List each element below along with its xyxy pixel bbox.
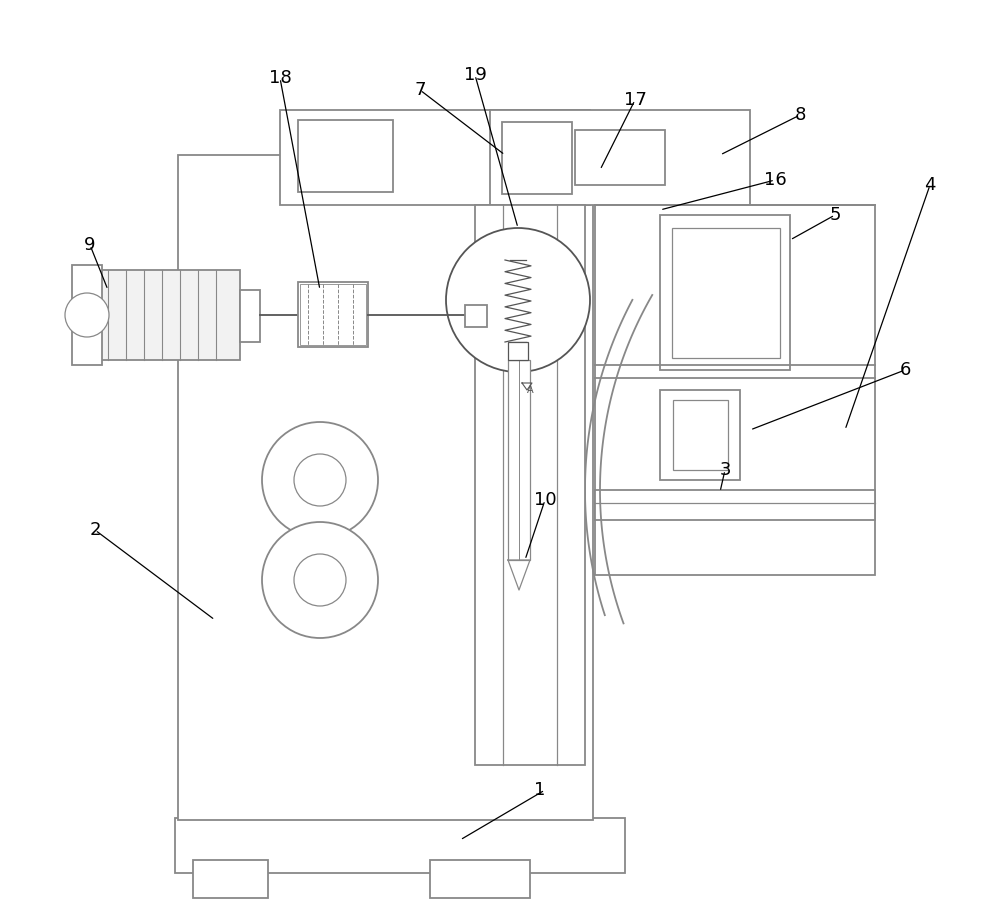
Bar bbox=[298, 282, 368, 347]
Text: 8: 8 bbox=[794, 106, 806, 124]
Bar bbox=[430, 860, 530, 898]
Text: A: A bbox=[527, 385, 533, 395]
Text: 9: 9 bbox=[84, 236, 96, 254]
Bar bbox=[240, 290, 260, 342]
Bar bbox=[300, 284, 366, 345]
Text: 2: 2 bbox=[89, 521, 101, 539]
Bar bbox=[175, 818, 625, 873]
Bar bbox=[595, 205, 875, 575]
Text: 1: 1 bbox=[534, 781, 546, 799]
Bar bbox=[595, 490, 875, 520]
Text: 17: 17 bbox=[624, 91, 646, 109]
Bar bbox=[660, 390, 740, 480]
Circle shape bbox=[446, 228, 590, 372]
Text: 18: 18 bbox=[269, 69, 291, 87]
Text: 4: 4 bbox=[924, 176, 936, 194]
Bar bbox=[298, 120, 393, 192]
Text: 19: 19 bbox=[464, 66, 486, 84]
Bar bbox=[280, 110, 590, 205]
Circle shape bbox=[294, 554, 346, 606]
Circle shape bbox=[294, 454, 346, 506]
Bar bbox=[673, 400, 728, 470]
Bar bbox=[660, 215, 790, 370]
Bar bbox=[465, 305, 487, 327]
Bar bbox=[575, 130, 665, 185]
Text: 3: 3 bbox=[719, 461, 731, 479]
Bar bbox=[672, 228, 780, 358]
Bar bbox=[508, 342, 528, 360]
Text: 7: 7 bbox=[414, 81, 426, 99]
Circle shape bbox=[262, 422, 378, 538]
Circle shape bbox=[262, 522, 378, 638]
Text: 5: 5 bbox=[829, 206, 841, 224]
Bar bbox=[193, 860, 268, 898]
Bar bbox=[475, 205, 585, 765]
Bar bbox=[490, 110, 750, 205]
Bar bbox=[178, 155, 593, 820]
Bar bbox=[72, 265, 102, 365]
Circle shape bbox=[65, 293, 109, 337]
Bar bbox=[100, 270, 240, 360]
Text: 10: 10 bbox=[534, 491, 556, 509]
Bar bbox=[502, 122, 572, 194]
Text: 6: 6 bbox=[899, 361, 911, 379]
Bar bbox=[508, 360, 530, 560]
Text: 16: 16 bbox=[764, 171, 786, 189]
